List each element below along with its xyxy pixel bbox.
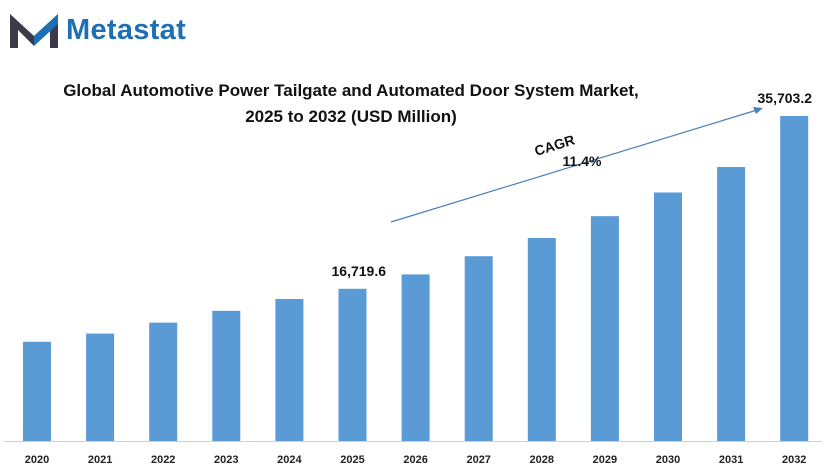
bars-group bbox=[23, 116, 809, 442]
bar-2026 bbox=[401, 274, 430, 441]
bar-2020 bbox=[23, 341, 51, 441]
bar-2029 bbox=[590, 216, 619, 441]
x-tick-2031: 2031 bbox=[719, 454, 743, 466]
metastat-m-logo-icon bbox=[10, 14, 58, 48]
cagr-value: 11.4% bbox=[563, 153, 602, 169]
x-tick-2027: 2027 bbox=[466, 454, 490, 466]
x-tick-2028: 2028 bbox=[530, 454, 554, 466]
x-tick-2020: 2020 bbox=[25, 454, 49, 466]
brand-logo: Metastat bbox=[8, 10, 186, 50]
bar-2023 bbox=[212, 310, 241, 441]
data-label-2025: 16,719.6 bbox=[332, 263, 387, 279]
data-label-2032: 35,703.2 bbox=[758, 90, 813, 106]
brand-name: Metastat bbox=[66, 13, 187, 46]
bar-2027 bbox=[464, 256, 493, 441]
data-labels: 16,719.6 35,703.2 bbox=[332, 90, 813, 279]
chart-title: Global Automotive Power Tailgate and Aut… bbox=[0, 78, 702, 130]
chart-title-line-1: Global Automotive Power Tailgate and Aut… bbox=[63, 81, 639, 100]
bar-2031 bbox=[717, 167, 746, 442]
bar-2030 bbox=[654, 192, 682, 441]
x-tick-2029: 2029 bbox=[593, 454, 617, 466]
x-tick-2024: 2024 bbox=[277, 454, 302, 466]
x-tick-2023: 2023 bbox=[214, 454, 238, 466]
x-tick-2025: 2025 bbox=[340, 454, 364, 466]
cagr-arrow-line bbox=[390, 109, 758, 223]
x-tick-2022: 2022 bbox=[151, 454, 175, 466]
bar-2024 bbox=[275, 298, 304, 441]
x-tick-2032: 2032 bbox=[782, 454, 806, 466]
chart-title-line-2: 2025 to 2032 (USD Million) bbox=[245, 107, 457, 126]
bar-2032 bbox=[780, 116, 809, 441]
cagr-arrowhead-icon bbox=[753, 107, 763, 114]
bar-2021 bbox=[86, 333, 115, 441]
bar-2025 bbox=[338, 288, 367, 441]
bar-2022 bbox=[149, 322, 178, 441]
x-tick-2030: 2030 bbox=[656, 454, 680, 466]
x-tick-labels: 2020 2021 2022 2023 2024 2025 2026 2027 2028 2029… bbox=[25, 454, 807, 466]
x-tick-2021: 2021 bbox=[88, 454, 112, 466]
x-tick-2026: 2026 bbox=[403, 454, 427, 466]
bar-2028 bbox=[527, 238, 556, 441]
